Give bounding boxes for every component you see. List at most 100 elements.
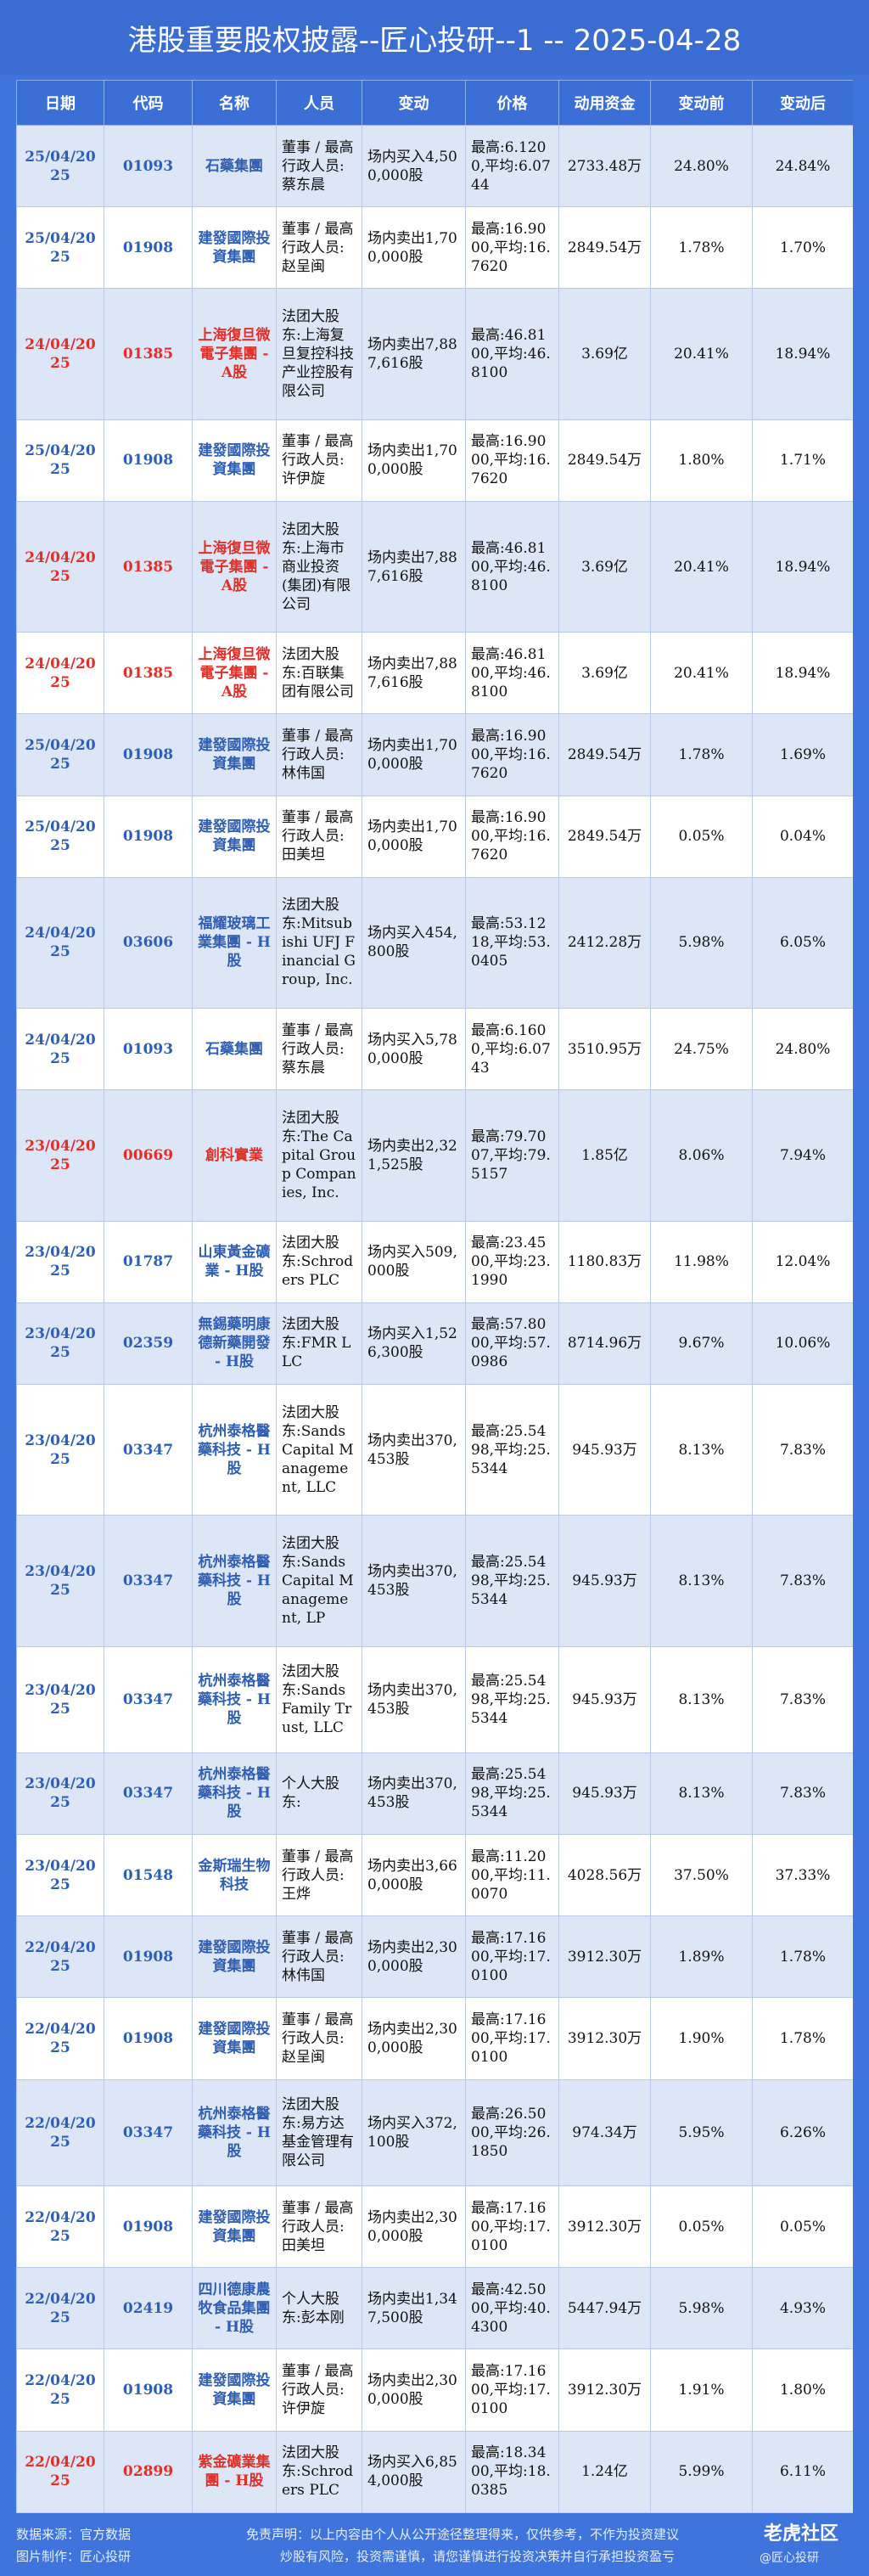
cell: 建發國際投資集團 <box>192 419 277 502</box>
cell: 01385 <box>104 632 193 715</box>
cell: 场内卖出1,700,000股 <box>362 419 466 502</box>
cell: 最高:25.5498,平均:25.5344 <box>465 1515 559 1647</box>
cell: 1.78% <box>650 713 753 796</box>
cell: 1.70% <box>752 206 853 290</box>
cell: 22/04/2025 <box>16 2078 104 2186</box>
cell: 01908 <box>104 1915 193 1999</box>
cell: 法团大股东:Sands Family Trust, LLC <box>276 1645 362 1753</box>
cell: 1.85亿 <box>558 1089 651 1222</box>
cell: 杭州泰格醫藥科技 - H股 <box>192 1752 277 1835</box>
cell: 法团大股东:上海市商业投资(集团)有限公司 <box>276 500 362 633</box>
cell: 场内买入454,800股 <box>362 876 466 1010</box>
cell: 场内卖出1,347,500股 <box>362 2267 466 2350</box>
cell: 最高:6.1200,平均:6.0744 <box>465 124 559 208</box>
row: 25/04/2025 01908 建發國際投資集團 董事 / 最高行政人员:田美坦 场内… <box>16 795 853 878</box>
cell: 最高:79.7007,平均:79.5157 <box>465 1089 559 1222</box>
cell: 9.67% <box>650 1302 753 1386</box>
cell: 03347 <box>104 1515 193 1647</box>
cell: 8.13% <box>650 1752 753 1835</box>
cell: 杭州泰格醫藥科技 - H股 <box>192 1515 277 1647</box>
cell: 25/04/2025 <box>16 419 104 502</box>
cell: 最高:53.1218,平均:53.0405 <box>465 876 559 1010</box>
cell: 最高:16.9000,平均:16.7620 <box>465 713 559 796</box>
cell: 20.41% <box>650 500 753 633</box>
cell: 董事 / 最高行政人员:蔡东晨 <box>276 1008 362 1091</box>
cell: 22/04/2025 <box>16 2185 104 2269</box>
cell: 场内卖出3,660,000股 <box>362 1833 466 1917</box>
cell: 法团大股东:百联集团有限公司 <box>276 632 362 715</box>
cell: 25/04/2025 <box>16 206 104 290</box>
cell: 最高:17.1600,平均:17.0100 <box>465 1997 559 2080</box>
cell: 02899 <box>104 2430 193 2513</box>
cell: 最高:46.8100,平均:46.8100 <box>465 500 559 633</box>
cell: 23/04/2025 <box>16 1645 104 1753</box>
cell: 7.83% <box>752 1515 853 1647</box>
row: 25/04/2025 01908 建發國際投資集團 董事 / 最高行政人员:赵呈闽 场内… <box>16 206 853 290</box>
row: 22/04/2025 02899 紫金礦業集團 - H股 法团大股东:Schroder… <box>16 2430 853 2513</box>
row: 22/04/2025 01908 建發國際投資集團 董事 / 最高行政人员:林伟国 场内… <box>16 1915 853 1999</box>
row: 23/04/2025 01787 山東黃金礦業 - H股 法团大股东:Schroder… <box>16 1220 853 1303</box>
cell: 03347 <box>104 1752 193 1835</box>
cell: 01908 <box>104 1997 193 2080</box>
row: 23/04/2025 00669 創科實業 法团大股东:The Capital Gro… <box>16 1089 853 1222</box>
row: 22/04/2025 01908 建發國際投資集團 董事 / 最高行政人员:赵呈闽 场内… <box>16 1997 853 2080</box>
cell: 10.06% <box>752 1302 853 1386</box>
cell: 最高:25.5498,平均:25.5344 <box>465 1645 559 1753</box>
cell: 山東黃金礦業 - H股 <box>192 1220 277 1303</box>
row: 23/04/2025 03347 杭州泰格醫藥科技 - H股 个人大股东: 场内卖出37… <box>16 1752 853 1835</box>
row: 24/04/2025 01385 上海復旦微電子集團 - A股 法团大股东:上海市商业… <box>16 500 853 633</box>
cell: 紫金礦業集團 - H股 <box>192 2430 277 2513</box>
cell: 金斯瑞生物科技 <box>192 1833 277 1917</box>
cell: 20.41% <box>650 632 753 715</box>
cell: 法团大股东:Schroders PLC <box>276 2430 362 2513</box>
cell: 2849.54万 <box>558 795 651 878</box>
cell: 杭州泰格醫藥科技 - H股 <box>192 1384 277 1516</box>
cell: 杭州泰格醫藥科技 - H股 <box>192 1645 277 1753</box>
cell: 01093 <box>104 1008 193 1091</box>
row: 22/04/2025 01908 建發國際投資集團 董事 / 最高行政人员:许伊旋 场内… <box>16 2348 853 2432</box>
cell: 03347 <box>104 1384 193 1516</box>
cell: 24.80% <box>650 124 753 208</box>
cell: 1.89% <box>650 1915 753 1999</box>
cell: 02359 <box>104 1302 193 1386</box>
cell: 23/04/2025 <box>16 1220 104 1303</box>
cell: 23/04/2025 <box>16 1515 104 1647</box>
cell: 25/04/2025 <box>16 795 104 878</box>
cell: 創科實業 <box>192 1089 277 1222</box>
cell: 0.05% <box>752 2185 853 2269</box>
cell: 24/04/2025 <box>16 876 104 1010</box>
row: 23/04/2025 03347 杭州泰格醫藥科技 - H股 法团大股东:Sands … <box>16 1384 853 1516</box>
cell: 最高:25.5498,平均:25.5344 <box>465 1752 559 1835</box>
cell: 3912.30万 <box>558 2185 651 2269</box>
cell: 董事 / 最高行政人员:田美坦 <box>276 2185 362 2269</box>
cell: 1.78% <box>752 1915 853 1999</box>
cell: 24.75% <box>650 1008 753 1091</box>
cell: 董事 / 最高行政人员:蔡东晨 <box>276 124 362 208</box>
table: 日期 代码 名称 人员 变动 价格 动用资金 变动前 变动后 25/04/2025 01093 石藥… <box>16 80 853 2513</box>
brand: 老虎社区 <box>764 2523 839 2545</box>
cell: 建發國際投資集團 <box>192 2348 277 2432</box>
cell: 董事 / 最高行政人员:王烨 <box>276 1833 362 1917</box>
cell: 01908 <box>104 206 193 290</box>
cell: 法团大股东:Sands Capital Management, LP <box>276 1515 362 1647</box>
cell: 00669 <box>104 1089 193 1222</box>
cell: 12.04% <box>752 1220 853 1303</box>
cell: 8.06% <box>650 1089 753 1222</box>
maker: 图片制作：匠心投研 <box>16 2549 132 2564</box>
cell: 24/04/2025 <box>16 500 104 633</box>
cell: 01908 <box>104 795 193 878</box>
cell: 2849.54万 <box>558 419 651 502</box>
cell: 法团大股东:FMR LLC <box>276 1302 362 1386</box>
cell: 03606 <box>104 876 193 1010</box>
cell: 24/04/2025 <box>16 288 104 420</box>
cell: 建發國際投資集團 <box>192 206 277 290</box>
cell: 最高:46.8100,平均:46.8100 <box>465 632 559 715</box>
cell: 3912.30万 <box>558 2348 651 2432</box>
row: 23/04/2025 02359 無錫藥明康德新藥開發 - H股 法团大股东:FMR … <box>16 1302 853 1386</box>
cell: 董事 / 最高行政人员:赵呈闽 <box>276 1997 362 2080</box>
row: 22/04/2025 02419 四川德康農牧食品集團 - H股 个人大股东:彭本刚场… <box>16 2267 853 2350</box>
cell: 场内卖出1,700,000股 <box>362 206 466 290</box>
cell: 無錫藥明康德新藥開發 - H股 <box>192 1302 277 1386</box>
cell: 场内卖出2,300,000股 <box>362 2185 466 2269</box>
row: 23/04/2025 01548 金斯瑞生物科技 董事 / 最高行政人员:王烨 场内卖出… <box>16 1833 853 1917</box>
